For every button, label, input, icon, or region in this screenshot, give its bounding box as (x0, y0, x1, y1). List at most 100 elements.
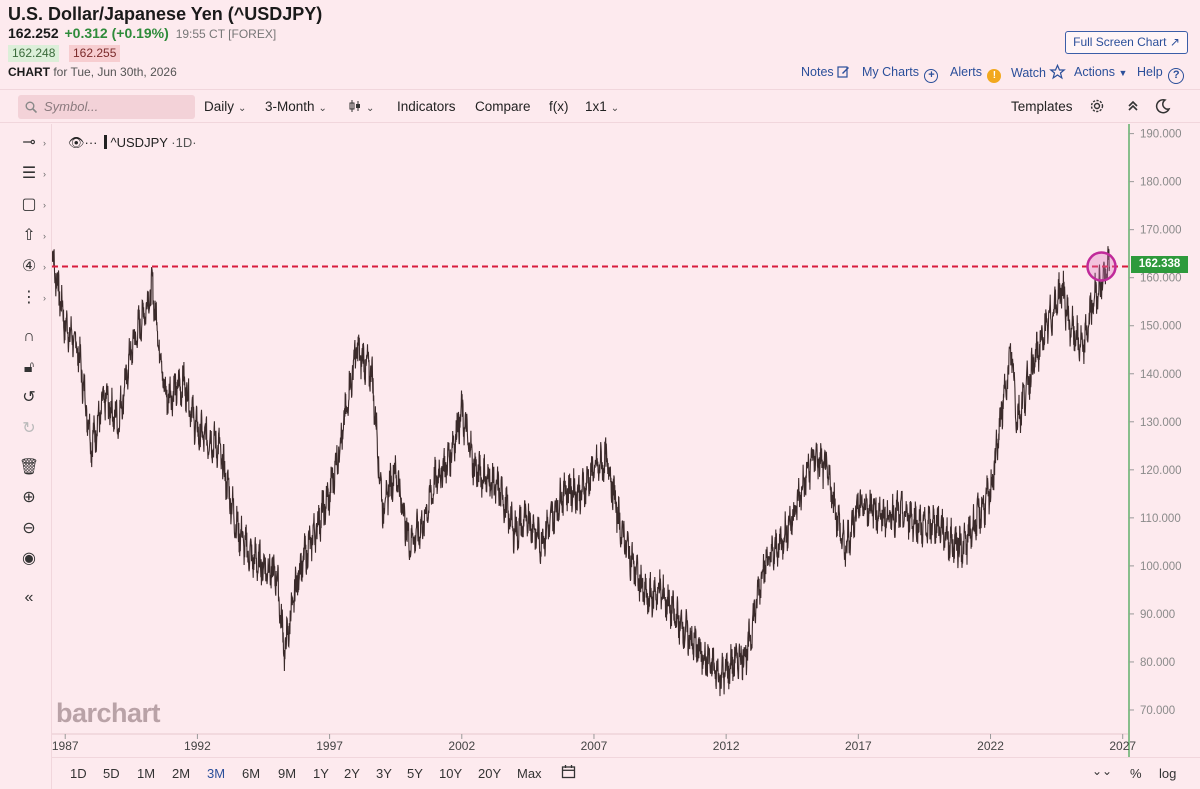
my-charts-link[interactable]: My Charts + (862, 64, 939, 83)
full-screen-chart-button[interactable]: Full Screen Chart ↗ (1065, 31, 1188, 54)
zoom-out-icon: ⊖ (22, 520, 36, 537)
settings-button[interactable] (1089, 98, 1105, 116)
undo-button[interactable]: ↺ (18, 387, 40, 409)
more-icon[interactable]: ··· (84, 135, 98, 150)
line-tool[interactable]: ⊸ › (18, 132, 46, 154)
lock-button[interactable]: 🔓︎ (18, 357, 40, 379)
y-tick-label: 120.000 (1140, 465, 1182, 477)
page-title: U.S. Dollar/Japanese Yen (^USDJPY) (8, 4, 323, 24)
collapse-button[interactable] (1126, 98, 1140, 116)
watch-link[interactable]: Watch (1011, 63, 1067, 81)
redo-icon: ↻ (22, 420, 36, 437)
alert-icon: ! (987, 69, 1002, 83)
layout-select[interactable]: 1x1 ⌄ (585, 98, 619, 118)
annotation-tool[interactable]: ④ › (18, 256, 46, 278)
double-chevron-up-icon (1128, 100, 1138, 111)
log-scale-button[interactable]: log (1159, 766, 1177, 781)
trash-icon: 🗑︎ (18, 459, 40, 476)
visibility-button[interactable]: ◉ (18, 548, 40, 570)
range-button-1y[interactable]: 1Y (313, 766, 329, 781)
eye-icon: ◉ (22, 550, 36, 567)
full-screen-label: Full Screen Chart (1073, 35, 1167, 49)
delete-button[interactable]: 🗑︎ (18, 457, 40, 479)
help-link[interactable]: Help ? (1137, 64, 1185, 84)
barchart-logo: barchart (56, 698, 161, 728)
scroll-end-button[interactable]: ⌄⌄ (1092, 764, 1112, 778)
legend-interval: ·1D· (171, 135, 197, 150)
arrow-tool[interactable]: ⇧ › (18, 225, 46, 247)
caret-down-icon: ▼ (1118, 68, 1128, 78)
chevron-right-icon: › (43, 262, 46, 272)
current-price-label: 162.338 (1131, 256, 1188, 273)
dark-mode-toggle[interactable] (1155, 98, 1171, 116)
period-select[interactable]: 3-Month ⌄ (265, 98, 327, 118)
range-button-2y[interactable]: 2Y (344, 766, 360, 781)
chevron-right-icon: › (43, 200, 46, 210)
double-chevron-down-icon: ⌄⌄ (1092, 764, 1113, 778)
x-tick-label: 2017 (845, 739, 872, 753)
y-tick-label: 140.000 (1140, 369, 1182, 381)
x-tick-label: 2012 (713, 739, 740, 753)
line-tool-icon: ⊸ (22, 134, 36, 151)
x-tick-label: 2007 (581, 739, 608, 753)
range-button-3y[interactable]: 3Y (376, 766, 392, 781)
y-tick-label: 170.000 (1140, 225, 1182, 237)
templates-button[interactable]: Templates (1011, 99, 1073, 114)
symbol-placeholder: Symbol... (44, 99, 99, 114)
range-button-10y[interactable]: 10Y (439, 766, 463, 781)
zoom-in-button[interactable]: ⊕ (18, 487, 40, 509)
price-chart[interactable]: 70.000 80.000 90.000 100.000 110.000 120.000 1… (52, 124, 1200, 757)
expand-icon: ↗ (1169, 35, 1180, 49)
zoom-in-icon: ⊕ (22, 489, 36, 506)
range-button-6m[interactable]: 6M (242, 766, 261, 781)
percent-scale-button[interactable]: % (1130, 766, 1142, 781)
chevron-down-icon: ⌄ (610, 103, 620, 114)
symbol-input[interactable]: Symbol... (18, 95, 195, 119)
chart-date-text: for Tue, Jun 30th, 2026 (53, 65, 177, 79)
chevron-down-icon: ⌄ (366, 103, 375, 114)
range-button-5y[interactable]: 5Y (407, 766, 423, 781)
range-button-max[interactable]: Max (517, 766, 542, 781)
range-button-5d[interactable]: 5D (103, 766, 120, 781)
notes-label: Notes (801, 65, 834, 79)
chevron-down-icon: ⌄ (238, 103, 247, 114)
pattern-tool[interactable]: ⋮ › (18, 287, 46, 309)
range-button-3m[interactable]: 3M (207, 766, 226, 781)
indicators-button[interactable]: Indicators (397, 99, 456, 114)
double-chevron-left-icon: « (24, 589, 34, 606)
date-picker-button[interactable] (561, 764, 576, 784)
calendar-icon (561, 765, 576, 779)
y-tick-label: 90.000 (1140, 609, 1175, 621)
compare-button[interactable]: Compare (475, 99, 531, 114)
range-button-1m[interactable]: 1M (137, 766, 156, 781)
quote-time: 19:55 CT [FOREX] (175, 27, 277, 41)
rectangle-icon: ▢ (21, 196, 37, 213)
undo-icon: ↺ (22, 389, 36, 406)
alerts-link[interactable]: Alerts ! (950, 64, 1002, 83)
actions-menu[interactable]: Actions ▼ (1074, 64, 1127, 81)
interval-label: Daily (204, 99, 235, 114)
zoom-out-button[interactable]: ⊖ (18, 518, 40, 540)
drawing-tools: ⊸ › ☰ › ▢ › ⇧ › ④ › ⋮ › ∩ 🔓︎ ↺ ↻ 🗑︎ ⊕ ⊖ ◉ « (0, 124, 52, 789)
chart-legend: 👁︎··· ^USDJPY ·1D· (68, 135, 197, 151)
collapse-tools-button[interactable]: « (18, 587, 40, 609)
chevron-right-icon: › (43, 169, 46, 179)
y-tick-label: 110.000 (1140, 513, 1181, 525)
x-tick-label: 1992 (184, 739, 211, 753)
range-button-1d[interactable]: 1D (70, 766, 87, 781)
interval-select[interactable]: Daily ⌄ (204, 98, 246, 118)
range-button-20y[interactable]: 20Y (478, 766, 502, 781)
y-tick-label: 160.000 (1140, 273, 1182, 285)
redo-button[interactable]: ↻ (18, 418, 40, 440)
eye-icon[interactable]: 👁︎ (68, 135, 85, 150)
shape-tool[interactable]: ▢ › (18, 194, 46, 216)
notes-link[interactable]: Notes (801, 64, 850, 80)
range-button-2m[interactable]: 2M (172, 766, 191, 781)
function-button[interactable]: f(x) (549, 99, 569, 114)
gear-icon (1090, 99, 1104, 113)
chart-type-select[interactable]: ⌄ (348, 98, 374, 118)
magnet-button[interactable]: ∩ (18, 326, 40, 348)
range-button-9m[interactable]: 9M (278, 766, 297, 781)
fib-tool[interactable]: ☰ › (18, 163, 46, 185)
help-label: Help (1137, 65, 1163, 79)
